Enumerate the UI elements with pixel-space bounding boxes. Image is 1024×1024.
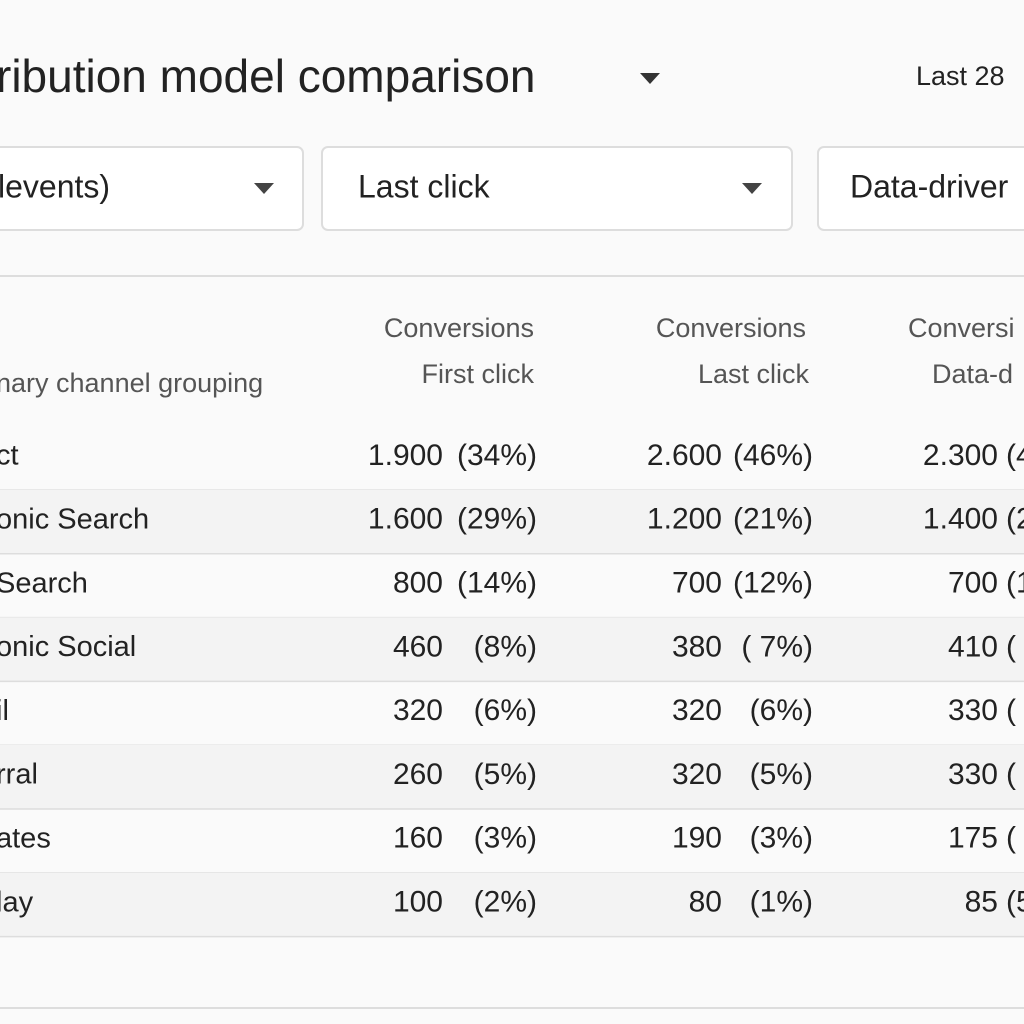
column-header: Conversi (908, 313, 1015, 343)
date-range[interactable]: Last 28 (916, 61, 1005, 91)
cell-percent: (4 (1006, 439, 1024, 472)
cell-value: 320 (393, 694, 443, 727)
cell-value: 80 (689, 886, 722, 919)
cell-value: 85 (965, 886, 998, 919)
cell-value: 2.300 (923, 439, 998, 472)
filter-box[interactable] (321, 146, 793, 231)
dimension-header: nary channel grouping (0, 368, 263, 398)
cell-value: 2.600 (647, 439, 722, 472)
column-header: First click (422, 359, 535, 389)
cell-percent: (3%) (750, 822, 813, 855)
dropdown-arrow (254, 183, 274, 194)
filter-label: Data-driver (850, 168, 1009, 204)
title-dropdown[interactable] (640, 73, 660, 84)
cell-percent: ( 7%) (741, 630, 813, 663)
cell-value: 700 (672, 567, 722, 600)
cell-percent: ( (1006, 822, 1016, 855)
filter-box[interactable] (0, 146, 304, 231)
cell-percent: (1 (1006, 567, 1024, 600)
row-label: ates (0, 822, 51, 854)
cell-value: 380 (672, 630, 722, 663)
cell-percent: (8%) (474, 630, 537, 663)
table: levents) Last click Data-driver nary channe… (0, 168, 1024, 938)
cell-value: 100 (393, 886, 443, 919)
row-label: Search (0, 567, 88, 599)
cell-percent: (3%) (474, 822, 537, 855)
column-header: Last click (698, 359, 810, 389)
cell-percent: (2%) (474, 886, 537, 919)
filter-label: Last click (358, 168, 491, 204)
cell-value: 700 (948, 567, 998, 600)
row-band (0, 489, 1024, 554)
column-header: Data-d (932, 359, 1013, 389)
cell-percent: (5%) (474, 758, 537, 791)
cell-value: 1.600 (368, 503, 443, 536)
cell-value: 1.900 (368, 439, 443, 472)
cell-value: 330 (948, 694, 998, 727)
cell-value: 1.200 (647, 503, 722, 536)
cell-percent: (12%) (733, 567, 813, 600)
column-header: Conversions (656, 313, 806, 343)
row-label: lay (0, 886, 34, 918)
cell-percent: (14%) (457, 567, 537, 600)
cell-percent: ( (1006, 630, 1016, 663)
cell-value: 1.400 (923, 503, 998, 536)
filter-label: levents) (0, 168, 110, 204)
cell-percent: (46%) (733, 439, 813, 472)
cell-percent: (6%) (474, 694, 537, 727)
row-label: onic Search (0, 503, 149, 535)
row-label: onic Social (0, 631, 136, 663)
cell-value: 190 (672, 822, 722, 855)
filter-box[interactable] (817, 146, 1024, 231)
cell-percent: (21%) (733, 503, 813, 536)
cell-percent: (34%) (457, 439, 537, 472)
cell-percent: (2 (1006, 503, 1024, 536)
row-band (0, 872, 1024, 937)
row-label: rral (0, 759, 38, 791)
column-header: Conversions (384, 313, 534, 343)
cell-percent: (5%) (750, 758, 813, 791)
row-band (0, 617, 1024, 682)
cell-value: 160 (393, 822, 443, 855)
cell-value: 320 (672, 694, 722, 727)
cell-value: 175 (948, 822, 998, 855)
cell-value: 410 (948, 630, 998, 663)
cell-percent: ( (1006, 758, 1016, 791)
dropdown-arrow (742, 183, 762, 194)
cell-percent: (6%) (750, 694, 813, 727)
cell-value: 320 (672, 758, 722, 791)
page-title: ribution model comparison (0, 50, 536, 102)
cell-percent: (1%) (750, 886, 813, 919)
cell-percent: ( (1006, 694, 1016, 727)
row-label: il (0, 695, 9, 727)
cell-value: 260 (393, 758, 443, 791)
cell-value: 330 (948, 758, 998, 791)
cell-percent: (29%) (457, 503, 537, 536)
row-label: ct (0, 440, 19, 472)
cell-value: 800 (393, 567, 443, 600)
cell-percent: (5 (1006, 886, 1024, 919)
row-band (0, 745, 1024, 809)
cell-value: 460 (393, 630, 443, 663)
